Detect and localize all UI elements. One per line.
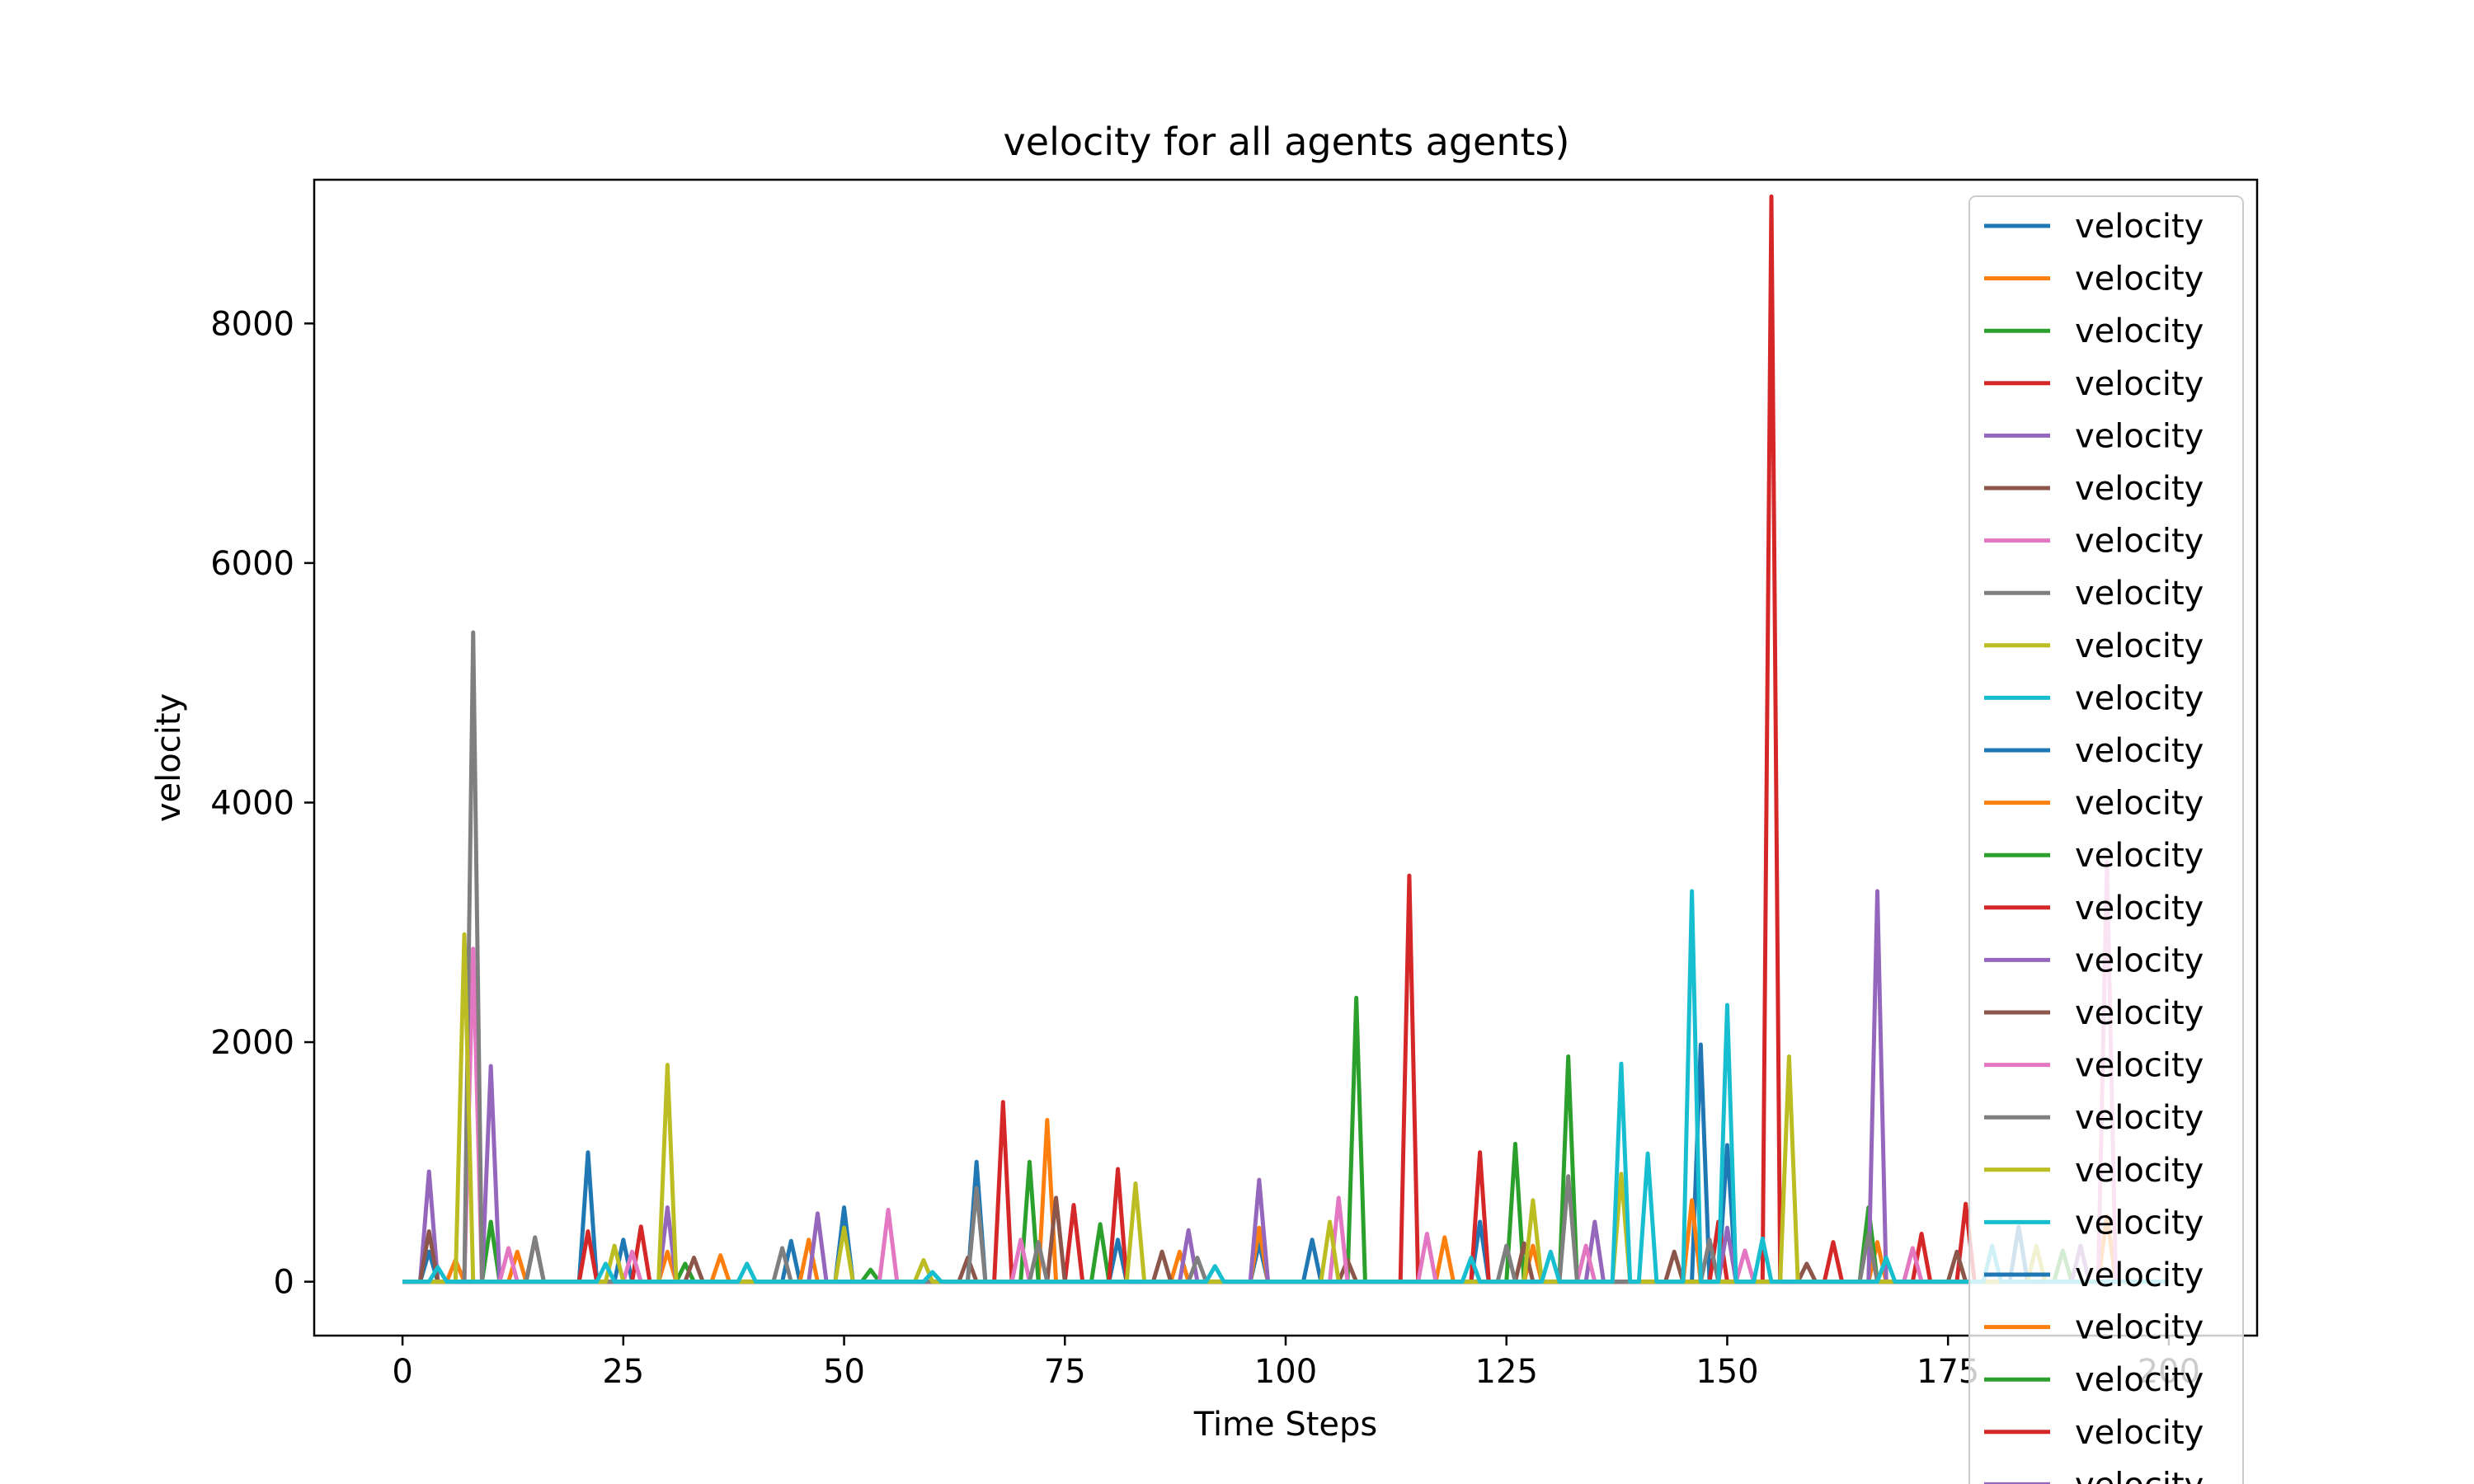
x-axis-label: Time Steps — [1193, 1406, 1378, 1444]
legend-label: velocity — [2075, 942, 2204, 979]
x-tick-label: 50 — [823, 1353, 865, 1391]
x-tick-label: 0 — [392, 1353, 412, 1391]
series-line-10 — [402, 889, 2169, 1284]
plot-area — [314, 180, 2257, 1336]
legend-label: velocity — [2075, 1361, 2204, 1399]
x-tick-label: 75 — [1044, 1353, 1086, 1391]
y-tick-label: 4000 — [210, 784, 294, 822]
legend-label: velocity — [2075, 785, 2204, 823]
legend-label: velocity — [2075, 890, 2204, 928]
legend: velocity velocity velocity velocity velocity… — [1968, 195, 2244, 1484]
legend-label: velocity — [2075, 1466, 2204, 1484]
y-tick-label: 6000 — [210, 545, 294, 583]
plot-background — [314, 180, 2257, 1336]
legend-label: velocity — [2075, 679, 2204, 717]
legend-label: velocity — [2075, 365, 2204, 403]
x-axis: 0255075100125150175200 — [392, 1336, 2200, 1391]
legend-label: velocity — [2075, 523, 2204, 561]
legend-label: velocity — [2075, 470, 2204, 508]
legend-label: velocity — [2075, 1152, 2204, 1190]
x-tick-label: 100 — [1254, 1353, 1317, 1391]
series-lines — [402, 194, 2169, 1284]
y-tick-label: 8000 — [210, 305, 294, 343]
y-axis-label: velocity — [150, 693, 188, 822]
legend-label: velocity — [2075, 1309, 2204, 1347]
legend-label: velocity — [2075, 994, 2204, 1032]
legend-label: velocity — [2075, 1256, 2204, 1294]
legend-label: velocity — [2075, 1204, 2204, 1242]
legend-label: velocity — [2075, 627, 2204, 665]
y-tick-label: 0 — [274, 1264, 294, 1302]
legend-label: velocity — [2075, 312, 2204, 350]
legend-label: velocity — [2075, 1047, 2204, 1085]
y-axis: 0 2000 4000 6000 8000 — [210, 305, 314, 1302]
y-tick-label: 2000 — [210, 1024, 294, 1062]
legend-label: velocity — [2075, 837, 2204, 875]
legend-label: velocity — [2075, 575, 2204, 613]
x-tick-label: 25 — [602, 1353, 644, 1391]
legend-label: velocity — [2075, 1099, 2204, 1137]
x-tick-label: 150 — [1696, 1353, 1758, 1391]
legend-label: velocity — [2075, 261, 2204, 298]
chart-title: velocity for all agents agents) — [1004, 120, 1570, 164]
legend-label: velocity — [2075, 417, 2204, 455]
legend-label: velocity — [2075, 732, 2204, 770]
legend-frame — [1968, 195, 2244, 1484]
x-tick-label: 125 — [1475, 1353, 1538, 1391]
legend-label: velocity — [2075, 208, 2204, 246]
legend-label: velocity — [2075, 1414, 2204, 1452]
